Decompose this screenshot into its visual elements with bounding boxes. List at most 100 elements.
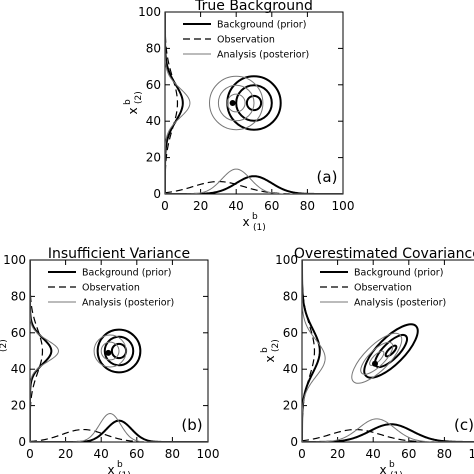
x-axis-label-sup: b — [117, 460, 123, 470]
y-axis-label-sub: (2) — [0, 339, 9, 352]
x-tick-label: 40 — [366, 447, 381, 461]
y-tick-label: 80 — [146, 41, 161, 55]
y-tick-label: 100 — [138, 5, 161, 19]
panel-label: (a) — [317, 168, 338, 186]
marginal-x-thin — [302, 418, 474, 442]
panel-label: (b) — [181, 416, 202, 434]
x-tick-label: 20 — [193, 199, 208, 213]
analysis-point — [229, 100, 236, 106]
contour-thin — [209, 75, 264, 131]
marginal-y-dashed — [165, 12, 179, 194]
marginal-x-thick — [30, 419, 208, 442]
x-tick-label: 60 — [264, 199, 279, 213]
legend-label: Analysis (posterior) — [354, 298, 446, 309]
x-tick-label: 40 — [94, 447, 109, 461]
plot-area — [165, 12, 343, 194]
y-tick-label: 0 — [18, 435, 26, 449]
y-tick-label: 100 — [3, 253, 26, 267]
x-axis-label-sub: (1) — [390, 471, 403, 474]
y-axis-label-group: (2) — [0, 339, 9, 352]
y-tick-label: 20 — [146, 151, 161, 165]
y-axis-label-sup: b — [260, 347, 270, 353]
marginal-y-dashed — [30, 260, 44, 442]
marginal-y-thin — [302, 260, 326, 442]
x-tick-label: 100 — [197, 447, 220, 461]
panel-label: (c) — [454, 416, 474, 434]
marginal-x-thin — [30, 413, 208, 442]
y-tick-label: 40 — [146, 114, 161, 128]
x-tick-label: 100 — [332, 199, 355, 213]
contour-thin — [100, 341, 120, 361]
marginal-y-thick — [165, 12, 184, 194]
contour-thin — [217, 84, 255, 122]
y-tick-label: 80 — [11, 289, 26, 303]
contour-thick — [384, 344, 398, 358]
y-axis-label-group: xb (2) — [260, 339, 281, 362]
x-tick-label: 60 — [129, 447, 144, 461]
y-axis-label-sub: (2) — [134, 91, 144, 104]
y-tick-label: 100 — [275, 253, 298, 267]
contour-thick — [363, 323, 419, 379]
chart-panel-2: 020406080100020406080100Overestimated Co… — [260, 246, 474, 474]
contour-thick — [96, 328, 142, 374]
y-tick-label: 0 — [290, 435, 298, 449]
chart-panel-1: 0 20 40 60 80 100 0 20 40 60 80 100 Insufficient Var… — [0, 246, 219, 474]
y-axis-label: x — [126, 107, 140, 114]
x-tick-label: 60 — [401, 447, 416, 461]
y-axis-label: x — [263, 355, 277, 362]
legend-label: Background (prior) — [82, 268, 171, 279]
x-tick-label: 40 — [229, 199, 244, 213]
y-tick-label: 60 — [283, 326, 298, 340]
x-tick-label: 0 — [161, 199, 169, 213]
x-axis-label: x — [379, 463, 386, 474]
contour-thin — [351, 332, 403, 384]
x-axis-label-sub: (1) — [118, 471, 131, 474]
marginal-x-dashed — [165, 180, 343, 194]
x-tick-label: 80 — [300, 199, 315, 213]
contour-thick — [235, 84, 273, 122]
contour-thin — [93, 334, 127, 368]
chart-title: Insufficient Variance — [48, 246, 190, 262]
marginal-y-thin — [165, 12, 191, 194]
contour-thick — [103, 335, 135, 367]
y-tick-label: 60 — [11, 326, 26, 340]
contour-thick — [245, 94, 263, 112]
y-tick-label: 20 — [283, 399, 298, 413]
legend-label: Observation — [354, 283, 412, 294]
x-tick-label: 20 — [58, 447, 73, 461]
x-axis-label-sup: b — [389, 460, 395, 470]
legend-label: Background (prior) — [217, 20, 306, 31]
chart-title: Overestimated Covariances — [294, 246, 474, 262]
plot-area — [302, 260, 474, 442]
plot-frame — [29, 259, 209, 443]
y-axis-label-sub: (2) — [271, 339, 281, 352]
chart-panel-0: 0 20 40 60 80 100 0 20 40 60 80 100 True Background x… — [123, 0, 354, 233]
y-axis-label-group: xb (2) — [123, 91, 144, 114]
legend-label: Analysis (posterior) — [217, 50, 309, 61]
x-tick-label: 80 — [165, 447, 180, 461]
plot-frame — [301, 259, 474, 443]
contour-thin — [226, 93, 246, 113]
x-tick-label: 80 — [437, 447, 452, 461]
contour-thin — [369, 350, 385, 366]
x-axis-label: x — [242, 215, 249, 229]
y-tick-label: 60 — [146, 78, 161, 92]
x-tick-label: 0 — [26, 447, 34, 461]
y-tick-label: 80 — [283, 289, 298, 303]
marginal-y-thick — [30, 260, 53, 442]
marginal-x-dashed — [30, 428, 208, 442]
legend-label: Analysis (posterior) — [82, 298, 174, 309]
x-axis-label-sub: (1) — [253, 223, 266, 233]
y-tick-label: 20 — [11, 399, 26, 413]
y-tick-label: 40 — [283, 362, 298, 376]
plot-area — [30, 260, 208, 442]
plot-frame — [164, 11, 344, 195]
x-tick-label: 0 — [298, 447, 306, 461]
marginal-x-thick — [302, 423, 474, 442]
analysis-point — [105, 349, 112, 356]
marginal-x-thin — [165, 168, 343, 194]
marginal-y-dashed — [302, 260, 316, 442]
x-axis-label: x — [107, 463, 114, 474]
marginal-y-thick — [302, 260, 321, 442]
